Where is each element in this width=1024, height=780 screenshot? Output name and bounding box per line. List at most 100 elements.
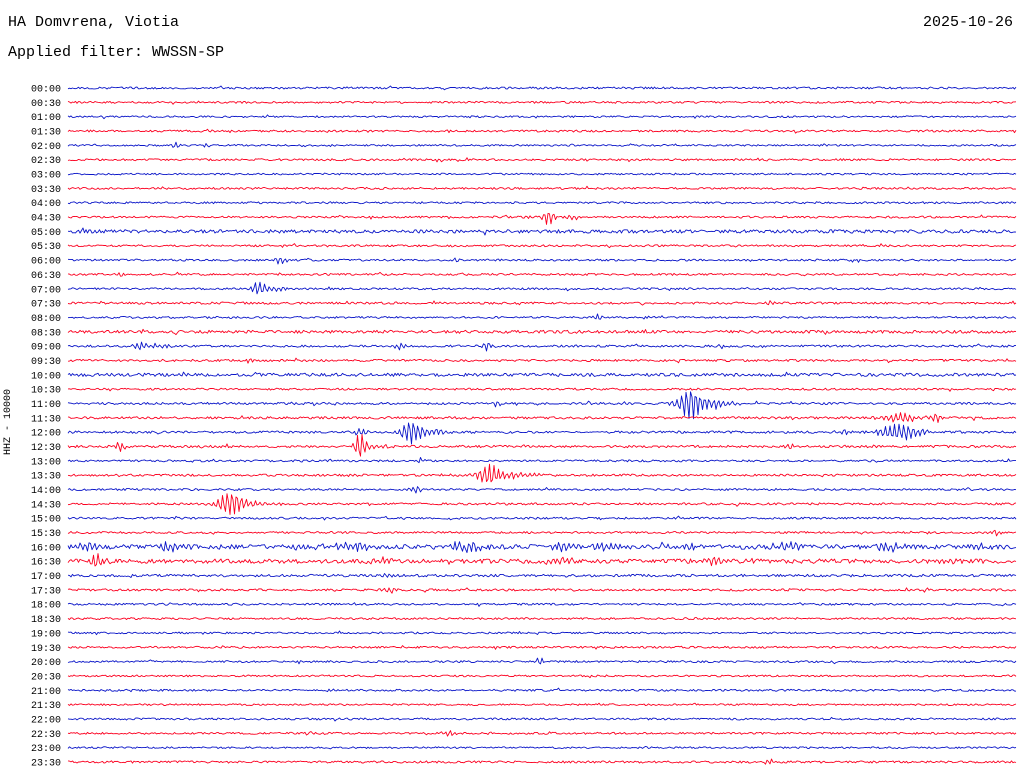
station-title: HA Domvrena, Viotia (8, 14, 180, 31)
trace-05:30 (67, 243, 1017, 249)
trace-08:00 (67, 313, 1017, 320)
trace-13:00 (67, 456, 1016, 464)
trace-20:00 (67, 657, 1017, 665)
trace-14:30 (67, 493, 1017, 515)
trace-07:30 (67, 300, 1017, 306)
time-label-01:00: 01:00 (31, 113, 61, 124)
trace-17:00 (67, 573, 1017, 578)
trace-20:30 (67, 674, 1017, 679)
time-label-12:00: 12:00 (31, 429, 61, 440)
trace-06:00 (67, 257, 1017, 265)
time-label-16:00: 16:00 (31, 543, 61, 554)
time-label-11:00: 11:00 (31, 400, 61, 411)
time-label-01:30: 01:30 (31, 128, 61, 139)
trace-14:00 (67, 486, 1017, 494)
trace-16:30 (67, 553, 1017, 567)
trace-17:30 (67, 587, 1017, 594)
time-label-20:00: 20:00 (31, 658, 61, 669)
trace-06:30 (67, 271, 1017, 277)
trace-04:30 (67, 212, 1017, 225)
time-label-04:30: 04:30 (31, 214, 61, 225)
trace-10:00 (67, 371, 1017, 377)
trace-03:30 (67, 185, 1017, 190)
trace-07:00 (67, 281, 1017, 295)
time-label-04:00: 04:00 (31, 199, 61, 210)
trace-18:30 (67, 617, 1017, 621)
trace-21:30 (67, 702, 1017, 706)
time-label-23:30: 23:30 (31, 758, 61, 769)
trace-00:30 (67, 100, 1017, 105)
trace-10:30 (67, 387, 1017, 392)
trace-19:30 (67, 645, 1017, 650)
time-label-09:00: 09:00 (31, 343, 61, 354)
time-label-22:30: 22:30 (31, 730, 61, 741)
trace-00:00 (67, 85, 1017, 91)
time-label-17:30: 17:30 (31, 586, 61, 597)
time-label-08:30: 08:30 (31, 328, 61, 339)
time-label-11:30: 11:30 (31, 414, 61, 425)
trace-18:00 (67, 602, 1017, 607)
time-label-10:00: 10:00 (31, 371, 61, 382)
time-label-13:00: 13:00 (31, 457, 61, 468)
trace-15:30 (67, 529, 1017, 537)
time-label-14:00: 14:00 (31, 486, 61, 497)
time-label-02:30: 02:30 (31, 156, 61, 167)
time-label-17:00: 17:00 (31, 572, 61, 583)
time-label-23:00: 23:00 (31, 744, 61, 755)
time-label-18:30: 18:30 (31, 615, 61, 626)
trace-15:00 (67, 515, 1017, 521)
filter-label: Applied filter: WWSSN-SP (8, 44, 225, 61)
trace-12:00 (67, 422, 1017, 445)
trace-16:00 (67, 541, 1017, 554)
time-label-15:00: 15:00 (31, 515, 61, 526)
time-label-18:00: 18:00 (31, 601, 61, 612)
trace-01:00 (67, 114, 1017, 120)
trace-08:30 (67, 328, 1017, 336)
time-label-02:00: 02:00 (31, 142, 61, 153)
time-label-20:30: 20:30 (31, 672, 61, 683)
trace-09:30 (67, 357, 1017, 364)
time-label-07:30: 07:30 (31, 300, 61, 311)
record-date: 2025-10-26 (922, 14, 1013, 31)
time-label-14:30: 14:30 (31, 500, 61, 511)
time-label-21:00: 21:00 (31, 687, 61, 698)
time-label-05:30: 05:30 (31, 242, 61, 253)
trace-09:00 (67, 341, 1017, 352)
time-label-00:30: 00:30 (31, 99, 61, 110)
time-label-09:30: 09:30 (31, 357, 61, 368)
trace-19:00 (67, 630, 1017, 636)
time-label-03:00: 03:00 (31, 171, 61, 182)
trace-22:30 (67, 730, 1017, 737)
trace-12:30 (67, 433, 1017, 457)
time-label-21:30: 21:30 (31, 701, 61, 712)
trace-22:00 (67, 716, 1017, 722)
trace-04:00 (67, 201, 1017, 205)
trace-13:30 (67, 463, 1017, 483)
trace-21:00 (67, 687, 1017, 693)
trace-23:00 (67, 745, 1017, 750)
trace-11:00 (67, 391, 1017, 420)
time-label-05:00: 05:00 (31, 228, 61, 239)
time-label-12:30: 12:30 (31, 443, 61, 454)
time-label-00:00: 00:00 (31, 85, 61, 96)
time-label-15:30: 15:30 (31, 529, 61, 540)
time-label-16:30: 16:30 (31, 558, 61, 569)
trace-03:00 (67, 172, 1017, 176)
time-label-13:30: 13:30 (31, 472, 61, 483)
time-label-08:00: 08:00 (31, 314, 61, 325)
time-label-03:30: 03:30 (31, 185, 61, 196)
time-label-06:00: 06:00 (31, 257, 61, 268)
trace-05:00 (67, 227, 1017, 236)
trace-02:30 (67, 157, 1017, 163)
trace-23:30 (67, 758, 1017, 765)
trace-02:00 (67, 141, 1017, 148)
time-label-07:00: 07:00 (31, 285, 61, 296)
trace-11:30 (67, 412, 1017, 423)
time-label-22:00: 22:00 (31, 715, 61, 726)
time-label-06:30: 06:30 (31, 271, 61, 282)
trace-01:30 (67, 128, 1017, 134)
time-label-19:30: 19:30 (31, 644, 61, 655)
time-label-19:00: 19:00 (31, 629, 61, 640)
time-label-10:30: 10:30 (31, 386, 61, 397)
